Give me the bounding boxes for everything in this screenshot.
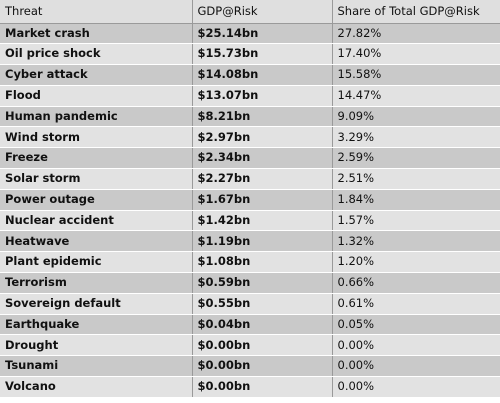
table-row: Plant epidemic $1.08bn 1.20% — [0, 251, 500, 274]
threat-cell: Oil price shock — [0, 43, 192, 66]
gdp-at-risk-cell: $2.34bn — [191, 147, 332, 170]
gdp-at-risk-cell: $0.59bn — [191, 272, 332, 294]
share-cell: 0.00% — [331, 376, 500, 398]
table-row: Nuclear accident $1.42bn 1.57% — [0, 210, 500, 232]
gdp-at-risk-cell: $13.07bn — [191, 85, 332, 107]
share-cell: 15.58% — [331, 64, 500, 86]
threat-cell: Sovereign default — [0, 293, 192, 315]
share-cell: 27.82% — [331, 23, 500, 45]
table-row: Market crash $25.14bn 27.82% — [0, 23, 500, 45]
table-row: Sovereign default $0.55bn 0.61% — [0, 293, 500, 315]
threat-cell: Wind storm — [0, 126, 192, 149]
share-cell: 1.57% — [331, 210, 500, 232]
threat-cell: Terrorism — [0, 272, 192, 294]
table-row: Cyber attack $14.08bn 15.58% — [0, 64, 500, 86]
share-cell: 0.66% — [331, 272, 500, 294]
table-row: Human pandemic $8.21bn 9.09% — [0, 106, 500, 128]
threat-cell: Nuclear accident — [0, 210, 192, 232]
gdp-at-risk-cell: $1.42bn — [191, 210, 332, 232]
share-cell: 9.09% — [331, 106, 500, 128]
threat-cell: Human pandemic — [0, 106, 192, 128]
gdp-at-risk-cell: $0.55bn — [191, 293, 332, 315]
share-cell: 14.47% — [331, 85, 500, 107]
table-row: Wind storm $2.97bn 3.29% — [0, 126, 500, 149]
table-row: Drought $0.00bn 0.00% — [0, 334, 500, 357]
threat-cell: Heatwave — [0, 230, 192, 253]
threat-cell: Volcano — [0, 376, 192, 398]
share-cell: 0.00% — [331, 355, 500, 378]
gdp-at-risk-cell: $25.14bn — [191, 23, 332, 45]
threat-cell: Cyber attack — [0, 64, 192, 86]
table-row: Heatwave $1.19bn 1.32% — [0, 230, 500, 253]
header-gdp-at-risk: GDP@Risk — [191, 0, 332, 24]
threat-cell: Drought — [0, 334, 192, 357]
share-cell: 17.40% — [331, 43, 500, 66]
header-threat: Threat — [0, 0, 192, 24]
threat-cell: Plant epidemic — [0, 251, 192, 274]
gdp-at-risk-cell: $1.67bn — [191, 189, 332, 211]
table-header: Threat GDP@Risk Share of Total GDP@Risk — [0, 0, 500, 24]
table-row: Earthquake $0.04bn 0.05% — [0, 314, 500, 336]
table-row: Tsunami $0.00bn 0.00% — [0, 355, 500, 378]
gdp-at-risk-cell: $1.08bn — [191, 251, 332, 274]
share-cell: 0.61% — [331, 293, 500, 315]
header-row: Threat GDP@Risk Share of Total GDP@Risk — [0, 0, 500, 24]
table-row: Power outage $1.67bn 1.84% — [0, 189, 500, 211]
gdp-at-risk-cell: $2.27bn — [191, 168, 332, 190]
threat-cell: Solar storm — [0, 168, 192, 190]
share-cell: 3.29% — [331, 126, 500, 149]
table-row: Volcano $0.00bn 0.00% — [0, 376, 500, 398]
table-body: Market crash $25.14bn 27.82% Oil price shoc… — [0, 23, 500, 398]
share-cell: 0.05% — [331, 314, 500, 336]
threat-cell: Power outage — [0, 189, 192, 211]
gdp-at-risk-cell: $2.97bn — [191, 126, 332, 149]
share-cell: 0.00% — [331, 334, 500, 357]
table-row: Flood $13.07bn 14.47% — [0, 85, 500, 107]
gdp-at-risk-cell: $0.04bn — [191, 314, 332, 336]
share-cell: 2.59% — [331, 147, 500, 170]
gdp-at-risk-cell: $1.19bn — [191, 230, 332, 253]
threat-cell: Market crash — [0, 23, 192, 45]
share-cell: 1.20% — [331, 251, 500, 274]
gdp-at-risk-cell: $8.21bn — [191, 106, 332, 128]
threat-cell: Flood — [0, 85, 192, 107]
table-row: Freeze $2.34bn 2.59% — [0, 147, 500, 170]
table-row: Oil price shock $15.73bn 17.40% — [0, 43, 500, 66]
gdp-at-risk-cell: $0.00bn — [191, 355, 332, 378]
gdp-at-risk-cell: $15.73bn — [191, 43, 332, 66]
share-cell: 2.51% — [331, 168, 500, 190]
table-row: Terrorism $0.59bn 0.66% — [0, 272, 500, 294]
threat-cell: Tsunami — [0, 355, 192, 378]
gdp-at-risk-cell: $0.00bn — [191, 334, 332, 357]
share-cell: 1.32% — [331, 230, 500, 253]
threat-cell: Freeze — [0, 147, 192, 170]
table-row: Solar storm $2.27bn 2.51% — [0, 168, 500, 190]
gdp-at-risk-cell: $14.08bn — [191, 64, 332, 86]
header-share: Share of Total GDP@Risk — [331, 0, 500, 24]
gdp-at-risk-cell: $0.00bn — [191, 376, 332, 398]
share-cell: 1.84% — [331, 189, 500, 211]
threat-cell: Earthquake — [0, 314, 192, 336]
